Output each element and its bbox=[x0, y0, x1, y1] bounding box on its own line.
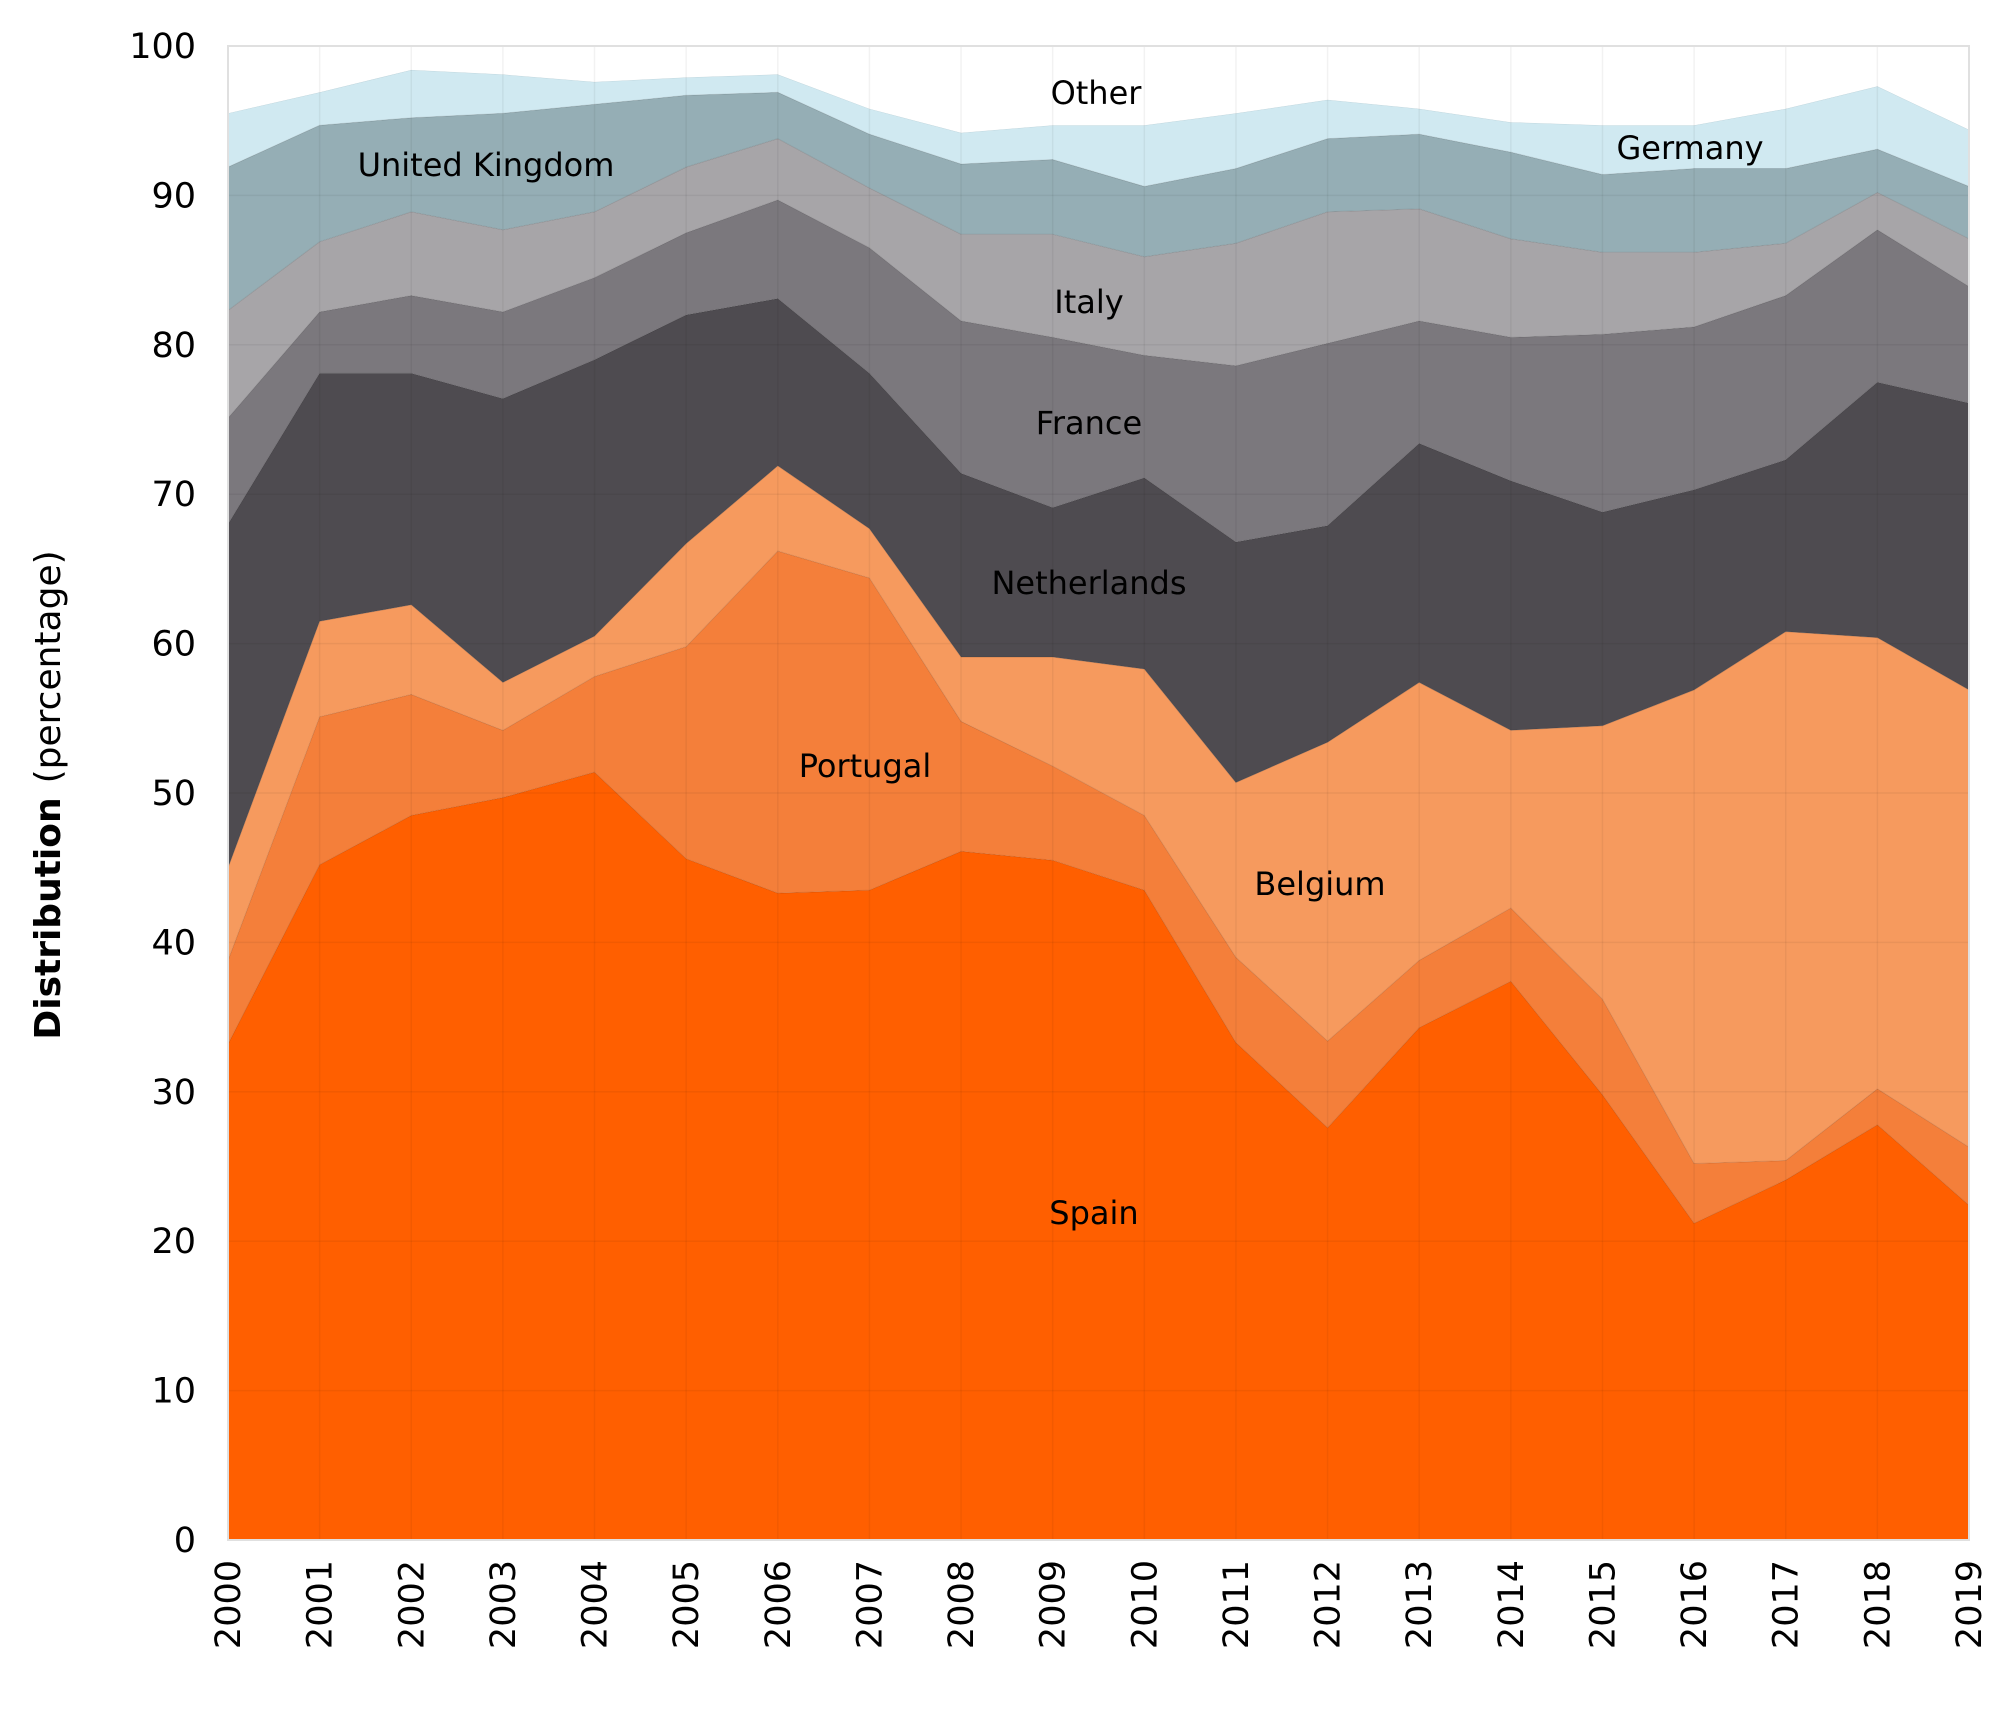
y-tick-label: 10 bbox=[151, 1372, 196, 1412]
x-tick-label: 2015 bbox=[1583, 1560, 1623, 1649]
series-labels: Spain Portugal Belgium Netherlands France Ita… bbox=[358, 74, 1764, 1232]
x-tick-label: 2009 bbox=[1034, 1560, 1074, 1649]
series-label-other: Other bbox=[1051, 74, 1143, 112]
series-label-portugal: Portugal bbox=[799, 747, 932, 785]
plot-border bbox=[227, 45, 1970, 1541]
y-tick-label: 20 bbox=[151, 1222, 196, 1262]
y-tick-label: 90 bbox=[151, 176, 196, 216]
x-tick-label: 2012 bbox=[1309, 1560, 1349, 1649]
series-label-germany: Germany bbox=[1616, 129, 1763, 167]
x-tick-label: 2002 bbox=[392, 1560, 432, 1649]
x-tick-label: 2013 bbox=[1400, 1560, 1440, 1649]
y-axis-ticks: 0 10 20 30 40 50 60 70 80 90 100 bbox=[129, 27, 196, 1561]
x-tick-label: 2001 bbox=[301, 1560, 341, 1649]
series-label-belgium: Belgium bbox=[1254, 865, 1385, 903]
y-axis-title: Distribution (percentage) bbox=[28, 550, 69, 1039]
x-tick-label: 2000 bbox=[209, 1560, 249, 1649]
x-tick-label: 2010 bbox=[1125, 1560, 1165, 1649]
series-label-italy: Italy bbox=[1054, 283, 1123, 321]
area-layers bbox=[227, 46, 1970, 1541]
area-other bbox=[228, 46, 1969, 133]
x-tick-label: 2014 bbox=[1492, 1560, 1532, 1649]
series-label-france: France bbox=[1036, 404, 1142, 442]
x-tick-label: 2008 bbox=[942, 1560, 982, 1649]
y-tick-label: 0 bbox=[174, 1521, 196, 1561]
y-axis-title-bold: Distribution bbox=[28, 797, 69, 1039]
grid-lines bbox=[227, 45, 1970, 1541]
x-tick-label: 2018 bbox=[1858, 1560, 1898, 1649]
x-tick-label: 2004 bbox=[576, 1560, 616, 1649]
x-tick-label: 2005 bbox=[667, 1560, 707, 1649]
y-tick-label: 30 bbox=[151, 1073, 196, 1113]
y-tick-label: 60 bbox=[151, 625, 196, 665]
y-tick-label: 70 bbox=[151, 475, 196, 515]
x-tick-label: 2016 bbox=[1675, 1560, 1715, 1649]
series-label-netherlands: Netherlands bbox=[991, 564, 1186, 602]
x-axis-ticks: 2000 2001 2002 2003 2004 2005 2006 2007 2008 2009… bbox=[209, 1560, 1990, 1649]
x-tick-label: 2011 bbox=[1217, 1560, 1257, 1649]
y-tick-label: 80 bbox=[151, 326, 196, 366]
y-tick-label: 100 bbox=[129, 27, 196, 67]
series-label-united-kingdom: United Kingdom bbox=[358, 146, 615, 184]
x-tick-label: 2003 bbox=[484, 1560, 524, 1649]
y-axis-title-rest: (percentage) bbox=[28, 550, 69, 783]
y-tick-label: 40 bbox=[151, 923, 196, 963]
x-tick-label: 2017 bbox=[1767, 1560, 1807, 1649]
series-label-spain: Spain bbox=[1049, 1194, 1138, 1232]
y-tick-label: 50 bbox=[151, 774, 196, 814]
x-tick-label: 2019 bbox=[1950, 1560, 1990, 1649]
x-tick-label: 2007 bbox=[850, 1560, 890, 1649]
x-tick-label: 2006 bbox=[759, 1560, 799, 1649]
